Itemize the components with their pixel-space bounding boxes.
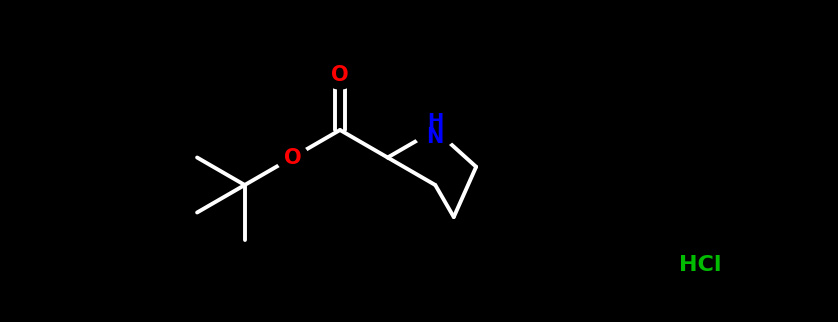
Ellipse shape [277,144,308,172]
Ellipse shape [413,112,458,148]
Text: H: H [427,111,443,130]
Text: O: O [331,65,349,85]
Text: O: O [283,147,301,167]
Text: HCl: HCl [679,255,722,275]
Ellipse shape [324,61,356,89]
Text: N: N [427,127,444,147]
